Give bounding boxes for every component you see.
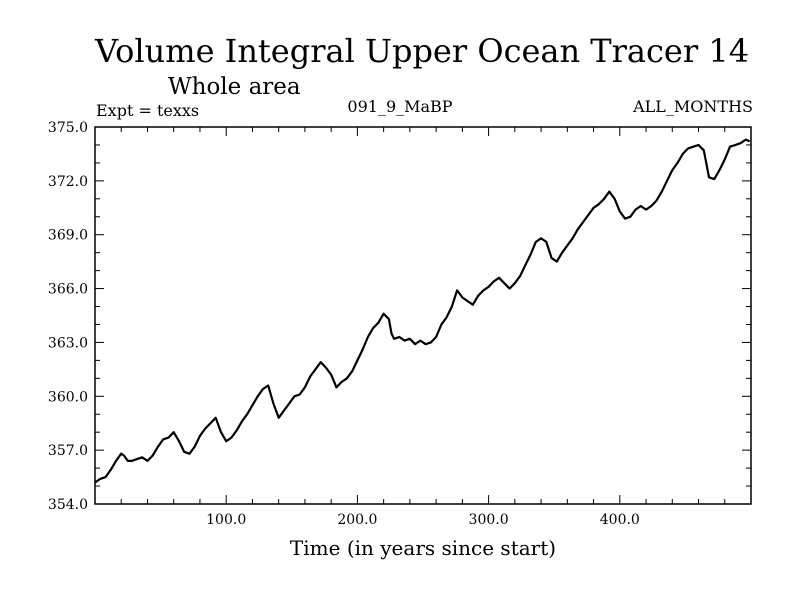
y-tick-label: 375.0 <box>48 120 88 136</box>
y-tick-label: 369.0 <box>48 228 88 244</box>
series-line-tracer-14 <box>94 138 751 484</box>
months-label: ALL_MONTHS <box>633 97 753 116</box>
y-tick-label: 372.0 <box>48 174 88 190</box>
axis-ticks <box>95 127 751 504</box>
x-axis-label: Time (in years since start) <box>289 536 557 560</box>
period-label: 091_9_MaBP <box>347 97 453 116</box>
x-tick-label: 100.0 <box>206 512 246 528</box>
axis-tick-labels: 100.0 200.0 300.0 400.0 354.0 357.0 360.0 363.0… <box>48 120 640 528</box>
x-tick-label: 400.0 <box>600 512 640 528</box>
plot-frame <box>94 126 752 505</box>
chart-subtitle: Whole area <box>168 74 301 100</box>
y-tick-label: 357.0 <box>48 443 88 459</box>
y-tick-label: 354.0 <box>48 497 88 513</box>
y-tick-label: 363.0 <box>48 335 88 351</box>
y-tick-label: 366.0 <box>48 282 88 298</box>
experiment-label: Expt = texxs <box>96 101 200 120</box>
y-tick-label: 360.0 <box>48 389 88 405</box>
x-tick-label: 200.0 <box>337 512 377 528</box>
x-tick-label: 300.0 <box>469 512 509 528</box>
chart-title: Volume Integral Upper Ocean Tracer 14 <box>94 32 750 70</box>
